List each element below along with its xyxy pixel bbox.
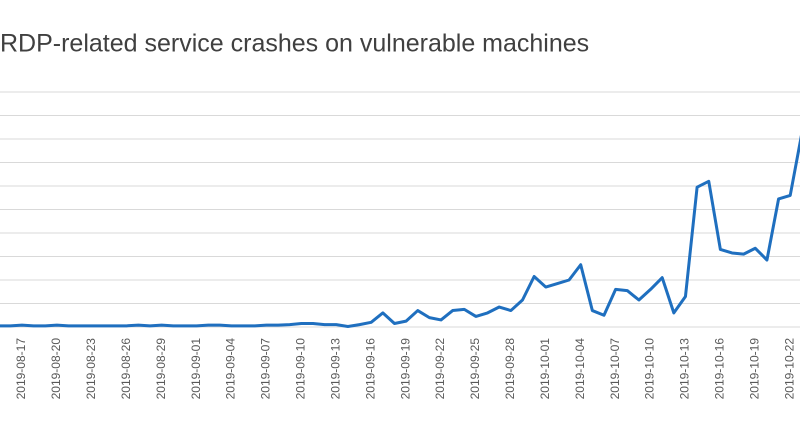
x-tick-label: 2019-08-17 — [14, 338, 28, 400]
x-tick-label: 2019-09-22 — [433, 338, 447, 400]
x-tick-label: 2019-09-16 — [363, 338, 377, 400]
x-tick-label: 2019-08-20 — [49, 338, 63, 400]
x-tick-label: 2019-09-19 — [398, 338, 412, 400]
x-tick-label: 2019-09-07 — [259, 338, 273, 400]
x-tick-label: 2019-10-10 — [643, 338, 657, 400]
x-tick-label: 2019-09-10 — [294, 338, 308, 400]
data-line — [0, 134, 800, 329]
x-tick-label: 2019-08-23 — [84, 338, 98, 400]
chart-title: RDP-related service crashes on vulnerabl… — [0, 30, 589, 58]
x-tick-label: 2019-09-13 — [328, 338, 342, 400]
x-tick-label: 2019-10-22 — [782, 338, 796, 400]
x-tick-label: 2019-10-19 — [747, 338, 761, 400]
x-tick-label: 2019-10-07 — [608, 338, 622, 400]
x-tick-label: 2019-09-01 — [189, 338, 203, 400]
x-tick-label: 2019-08-29 — [154, 338, 168, 400]
x-tick-label: 2019-10-13 — [678, 338, 692, 400]
x-tick-label: 2019-10-01 — [538, 338, 552, 400]
x-tick-label: 2019-09-04 — [224, 338, 238, 400]
x-tick-label: 2019-09-25 — [468, 338, 482, 400]
x-tick-label: 2019-09-28 — [503, 338, 517, 400]
x-tick-label: 2019-08-26 — [119, 338, 133, 400]
x-tick-label: 2019-10-04 — [573, 338, 587, 400]
x-tick-label: 2019-10-16 — [713, 338, 727, 400]
